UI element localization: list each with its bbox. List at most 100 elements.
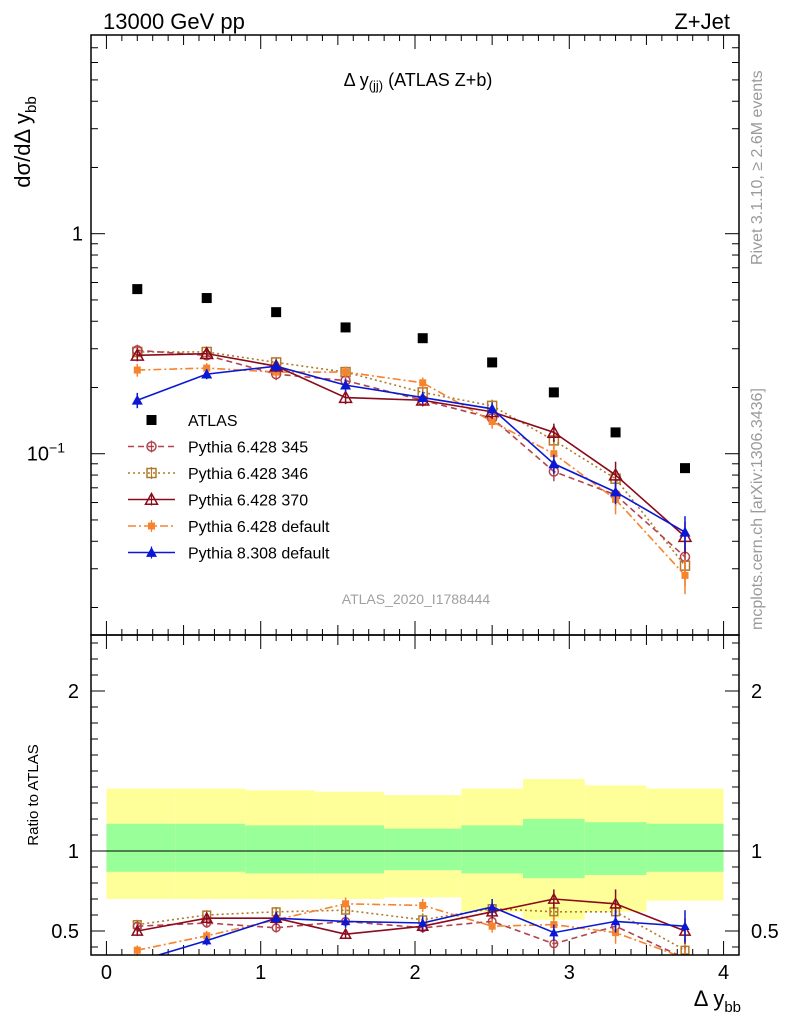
legend-label: Pythia 8.308 default xyxy=(188,546,330,563)
process-label: Z+Jet xyxy=(674,9,730,34)
ratio-point xyxy=(419,901,427,909)
inner-band-bin xyxy=(461,825,523,874)
data-point xyxy=(203,364,211,372)
x-axis-label-base: Δ y xyxy=(694,986,725,1011)
data-point xyxy=(270,360,282,371)
x-tick-label: 0 xyxy=(101,962,112,984)
ratio-point xyxy=(200,911,214,924)
legend-entry-p370: Pythia 6.428 370 xyxy=(128,491,308,510)
data-point xyxy=(487,357,498,368)
ratio-y-tick-label-right: 2 xyxy=(751,681,762,703)
main-title-sub: (jj) xyxy=(369,78,383,93)
mcplots-label: mcplots.cern.ch [arXiv:1306.3436] xyxy=(749,388,766,630)
inner-band-bin xyxy=(523,819,585,879)
x-tick-label: 1 xyxy=(255,962,266,984)
data-point xyxy=(680,463,690,474)
data-point xyxy=(271,307,282,318)
ratio-axis-ticks: 0.5 0.5 1 1 2 2 0 1 2 3 4 xyxy=(51,635,779,984)
ratio-y-axis-label: Ratio to ATLAS xyxy=(25,744,42,845)
x-axis-label-sub: bb xyxy=(724,999,741,1016)
ratio-line-p6def xyxy=(137,902,679,955)
legend-label: Pythia 6.428 default xyxy=(188,519,330,536)
legend-entry-p6def: Pythia 6.428 default xyxy=(128,519,330,536)
ratio-point xyxy=(609,897,622,909)
x-axis-label: Δ ybb xyxy=(694,986,741,1016)
data-point xyxy=(610,486,622,497)
main-title-rest: (ATLAS Z+b) xyxy=(383,70,492,90)
ratio-line-p345 xyxy=(137,920,680,955)
ratio-uncertainty-bands xyxy=(91,779,739,920)
data-point xyxy=(201,293,212,304)
data-point xyxy=(417,333,428,344)
x-tick-label: 4 xyxy=(718,962,729,984)
y-axis-label-base: dσ/dΔ y xyxy=(10,113,35,188)
inner-band-bin xyxy=(245,825,315,874)
ratio-y-tick-label-left: 2 xyxy=(68,681,79,703)
data-point xyxy=(608,467,623,481)
ratio-point xyxy=(133,946,141,954)
data-point xyxy=(340,322,351,333)
legend-entry-p345: Pythia 6.428 345 xyxy=(128,440,308,457)
energy-label: 13000 GeV pp xyxy=(103,9,245,34)
legend: ATLAS Pythia 6.428 345 Pythia 6.428 346 Pyt… xyxy=(128,413,330,563)
ratio-y-tick-label-right: 0.5 xyxy=(751,921,779,943)
data-point xyxy=(548,458,560,469)
main-series-layer xyxy=(130,284,693,595)
data-point xyxy=(342,368,350,376)
ratio-point xyxy=(130,924,144,936)
ratio-point xyxy=(680,921,690,930)
data-point xyxy=(548,387,559,398)
legend-marker xyxy=(144,491,159,506)
ratio-point xyxy=(340,916,351,926)
ratio-series-layer xyxy=(130,889,692,965)
data-point xyxy=(199,346,214,360)
data-point xyxy=(419,379,427,387)
data-point xyxy=(488,418,496,426)
legend-label: Pythia 6.428 370 xyxy=(188,493,308,510)
ratio-y-tick-label-left: 1 xyxy=(68,841,79,863)
legend-marker xyxy=(146,441,157,452)
data-point xyxy=(130,347,145,361)
series-line-p6def xyxy=(137,367,686,576)
ratio-y-tick-label-left: 0.5 xyxy=(51,921,79,943)
x-tick-label: 2 xyxy=(409,962,420,984)
ratio-point xyxy=(342,900,350,908)
ratio-point xyxy=(202,935,212,945)
data-point xyxy=(681,571,689,579)
y-axis-label-sub: bb xyxy=(23,96,40,113)
ratio-point xyxy=(488,922,496,930)
ratio-point xyxy=(485,905,499,917)
ratio-point xyxy=(487,902,497,911)
legend-marker xyxy=(146,415,157,425)
y-tick-label: 1 xyxy=(72,224,83,246)
inner-band-bin xyxy=(106,823,176,872)
data-point xyxy=(546,424,562,438)
legend-marker xyxy=(146,547,157,557)
data-point xyxy=(133,366,141,374)
ratio-point xyxy=(133,957,142,965)
ratio-point xyxy=(547,892,561,904)
legend-marker xyxy=(148,522,155,530)
inner-band-bin xyxy=(175,823,246,872)
y-axis-label: dσ/dΔ ybb xyxy=(10,96,40,187)
series-p345 xyxy=(132,344,691,576)
ratio-point xyxy=(549,927,559,937)
series-p8def xyxy=(131,360,691,552)
data-point xyxy=(340,379,352,390)
rivet-label: Rivet 3.1.10, ≥ 2.6M events xyxy=(749,70,766,265)
inner-band-bin xyxy=(646,823,724,872)
ratio-y-tick-label-right: 1 xyxy=(751,841,762,863)
y-tick-label: 10−1 xyxy=(27,440,65,466)
data-point xyxy=(679,526,691,537)
legend-label: Pythia 6.428 346 xyxy=(188,466,308,483)
ratio-point xyxy=(610,916,621,926)
x-tick-label: 3 xyxy=(564,962,575,984)
inner-band-bin xyxy=(384,828,462,871)
main-title: Δ y(jj) (ATLAS Z+b) xyxy=(344,70,493,93)
data-point xyxy=(417,392,429,402)
ratio-line-p8def xyxy=(155,906,686,955)
data-point xyxy=(131,394,143,405)
data-point xyxy=(550,450,558,458)
legend-label: Pythia 6.428 345 xyxy=(188,440,308,457)
